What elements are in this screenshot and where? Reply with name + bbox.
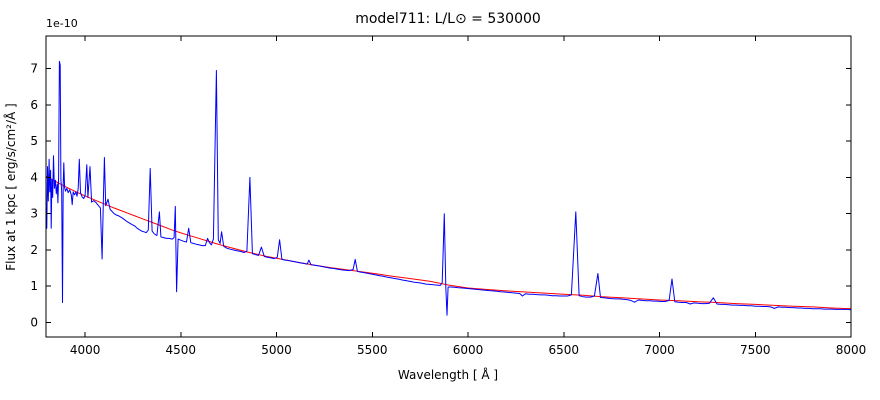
x-axis-label: Wavelength [ Å ]: [398, 367, 498, 382]
y-tick-label: 2: [30, 243, 38, 257]
y-tick-label: 7: [30, 62, 38, 76]
x-tick-label: 5500: [357, 343, 388, 357]
x-tick-labels: 4000 4500 5000 5500 6000 6500 7000 7500 8000: [70, 343, 866, 357]
y-axis-offset-label: 1e-10: [46, 17, 78, 30]
x-tick-label: 5000: [261, 343, 292, 357]
series-line-spectrum: [46, 60, 851, 316]
chart-title: model711: L/L⊙ = 530000: [355, 11, 541, 27]
y-tick-label: 3: [30, 207, 38, 221]
plot-frame: [45, 35, 852, 338]
y-tick-label: 0: [30, 316, 38, 330]
x-tick-label: 6500: [549, 343, 580, 357]
y-tick-label: 6: [30, 98, 38, 112]
y-tick-label: 4: [30, 170, 38, 184]
x-tick-label: 8000: [836, 343, 867, 357]
y-axis-label: Flux at 1 kpc [ erg/s/cm²/Å ]: [3, 103, 18, 270]
x-tick-label: 6000: [453, 343, 484, 357]
y-tick-labels: 0 1 2 3 4 5 6 7: [30, 62, 38, 330]
x-tick-label: 4000: [70, 343, 101, 357]
axis-ticks: [46, 36, 852, 337]
x-tick-label: 4500: [166, 343, 197, 357]
series-group: [46, 60, 851, 316]
x-tick-label: 7000: [644, 343, 675, 357]
y-tick-label: 5: [30, 134, 38, 148]
series-line-continuum-model: [46, 176, 851, 310]
x-tick-label: 7500: [740, 343, 771, 357]
y-tick-label: 1: [30, 279, 38, 293]
